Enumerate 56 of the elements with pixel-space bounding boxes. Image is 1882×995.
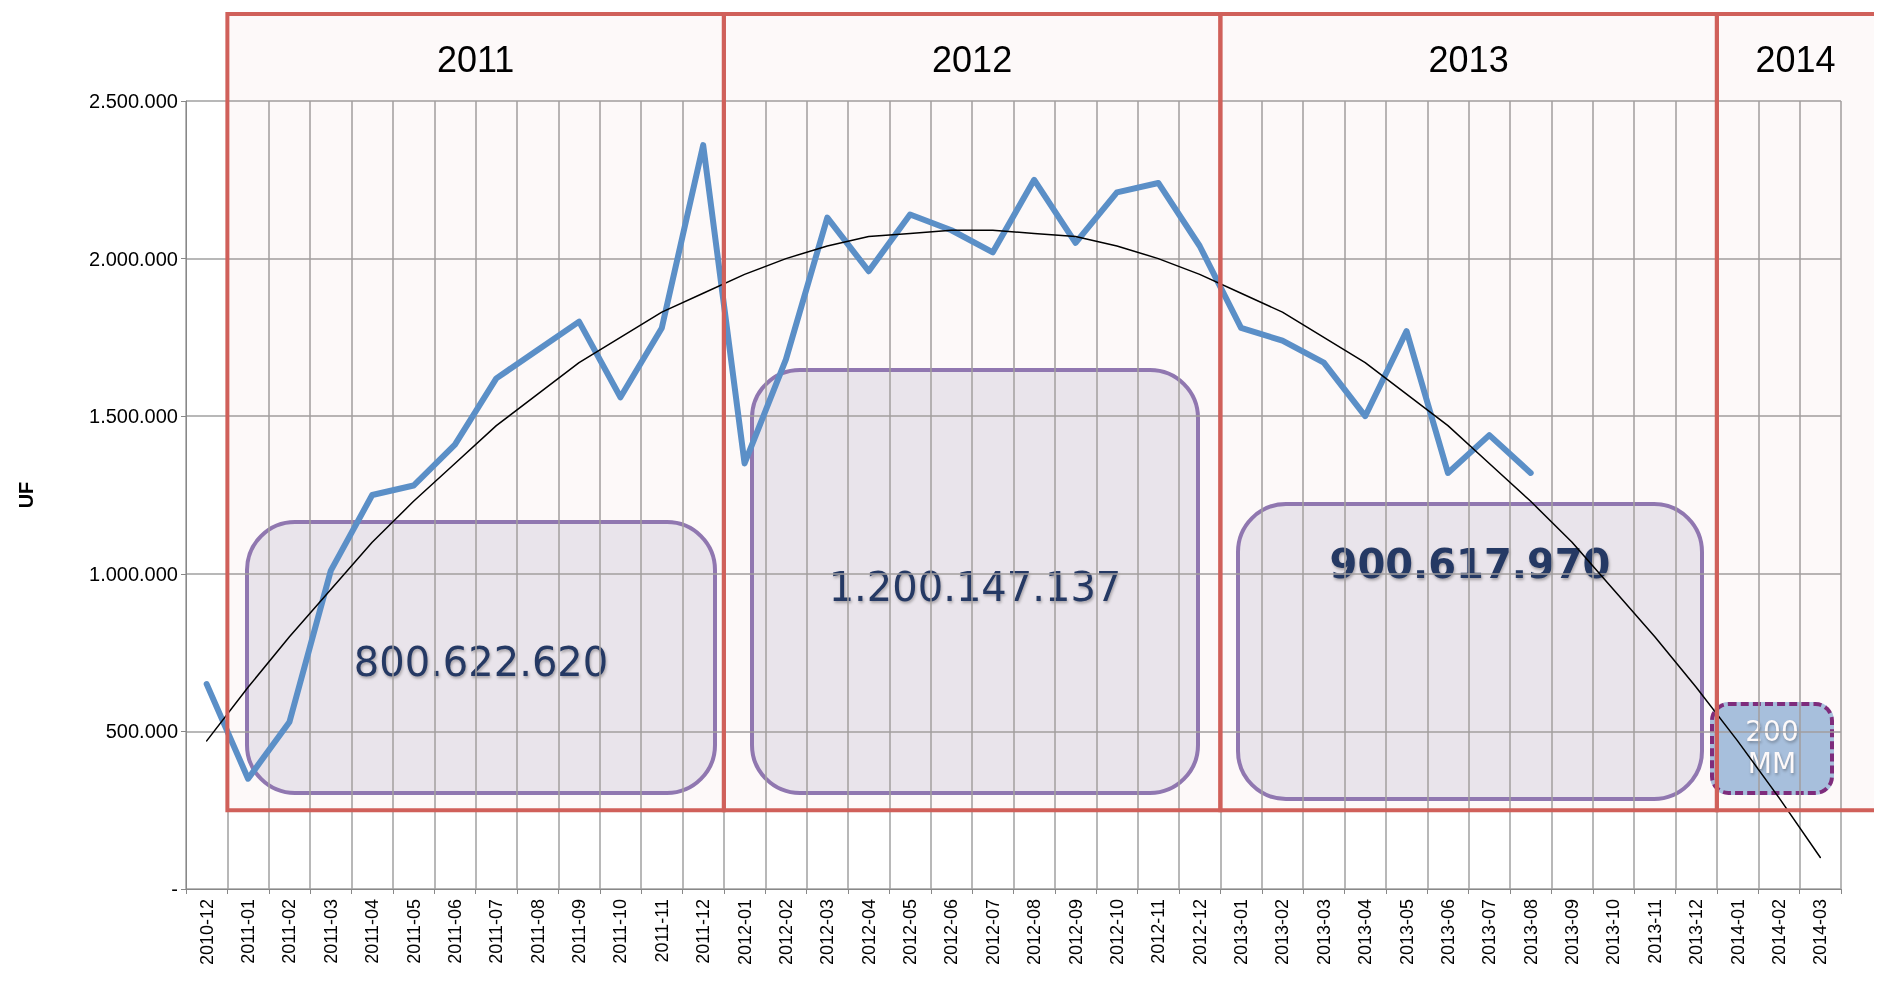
x-tick-label: 2012-10 (1106, 899, 1127, 966)
x-tick-label: 2012-06 (941, 899, 962, 966)
x-tick-label: 2013-07 (1479, 899, 1500, 966)
x-tick-label: 2013-04 (1355, 899, 1376, 966)
x-tick-label: 2011-01 (238, 899, 259, 964)
x-tick-label: 2011-07 (486, 899, 507, 964)
line-series (205, 229, 1822, 859)
x-tick-label: 2011-06 (444, 899, 465, 964)
x-tick-label: 2013-10 (1603, 899, 1624, 966)
x-tick-label: 2012-07 (982, 899, 1003, 966)
x-tick-label: 2011-08 (527, 899, 548, 964)
rounded-box: 800.622.620 (245, 520, 717, 795)
x-tick-label: 2014-02 (1768, 899, 1789, 966)
x-tick-label: 2014-03 (1810, 899, 1831, 966)
y-tick-label: 2.500.000 (89, 90, 178, 112)
band-label: 2011 (436, 39, 515, 80)
x-tick-label: 2014-01 (1727, 899, 1748, 966)
y-tick-label: - (171, 878, 178, 900)
x-tick-label: 2011-12 (693, 899, 714, 964)
x-tick-label: 2012-11 (1148, 899, 1169, 964)
x-tick-label: 2012-08 (1024, 899, 1045, 966)
x-tick-label: 2013-01 (1231, 899, 1252, 966)
y-axis-title: UF (15, 481, 37, 509)
x-tick-label: 2013-09 (1562, 899, 1583, 966)
x-tick-label: 2013-02 (1272, 899, 1293, 966)
x-tick-label: 2011-11 (651, 899, 672, 963)
y-tick-label: 2.000.000 (89, 247, 178, 270)
y-tick-label: 500.000 (105, 720, 178, 743)
x-tick-label: 2013-11 (1644, 899, 1665, 964)
x-tick-label: 2013-03 (1313, 899, 1334, 966)
x-tick-label: 2012-01 (734, 899, 755, 966)
x-tick-label: 2012-02 (775, 899, 796, 966)
band-label: 2013 (1428, 39, 1509, 80)
x-tick-label: 2011-04 (362, 899, 383, 964)
x-tick-label: 2013-12 (1686, 899, 1707, 966)
x-tick-label: 2012-05 (900, 899, 921, 966)
x-tick-label: 2013-05 (1396, 899, 1417, 966)
annotation: 1.200.147.137 (827, 564, 1123, 610)
x-tick-label: 2011-05 (403, 899, 424, 964)
y-tick-label: 1.000.000 (89, 562, 178, 585)
x-tick-label: 2011-02 (279, 899, 300, 964)
band-label: 2012 (932, 39, 1013, 80)
x-tick-label: 2013-08 (1520, 899, 1541, 966)
x-tick-label: 2013-06 (1437, 899, 1458, 966)
x-tick-label: 2011-09 (569, 899, 590, 964)
x-tick-label: 2010-12 (196, 899, 217, 966)
x-tick-label: 2011-03 (320, 899, 341, 964)
y-tick-label: 1.500.000 (89, 405, 178, 428)
x-tick-label: 2012-09 (1065, 899, 1086, 966)
annotation: 800.622.620 (352, 639, 610, 685)
rounded-box: 1.200.147.137 (750, 368, 1200, 795)
x-tick-label: 2012-04 (858, 899, 879, 966)
x-tick-label: 2011-10 (610, 899, 631, 964)
x-tick-label: 2012-12 (1189, 899, 1210, 966)
band-label: 2014 (1755, 39, 1836, 80)
x-tick-label: 2012-03 (817, 899, 838, 966)
